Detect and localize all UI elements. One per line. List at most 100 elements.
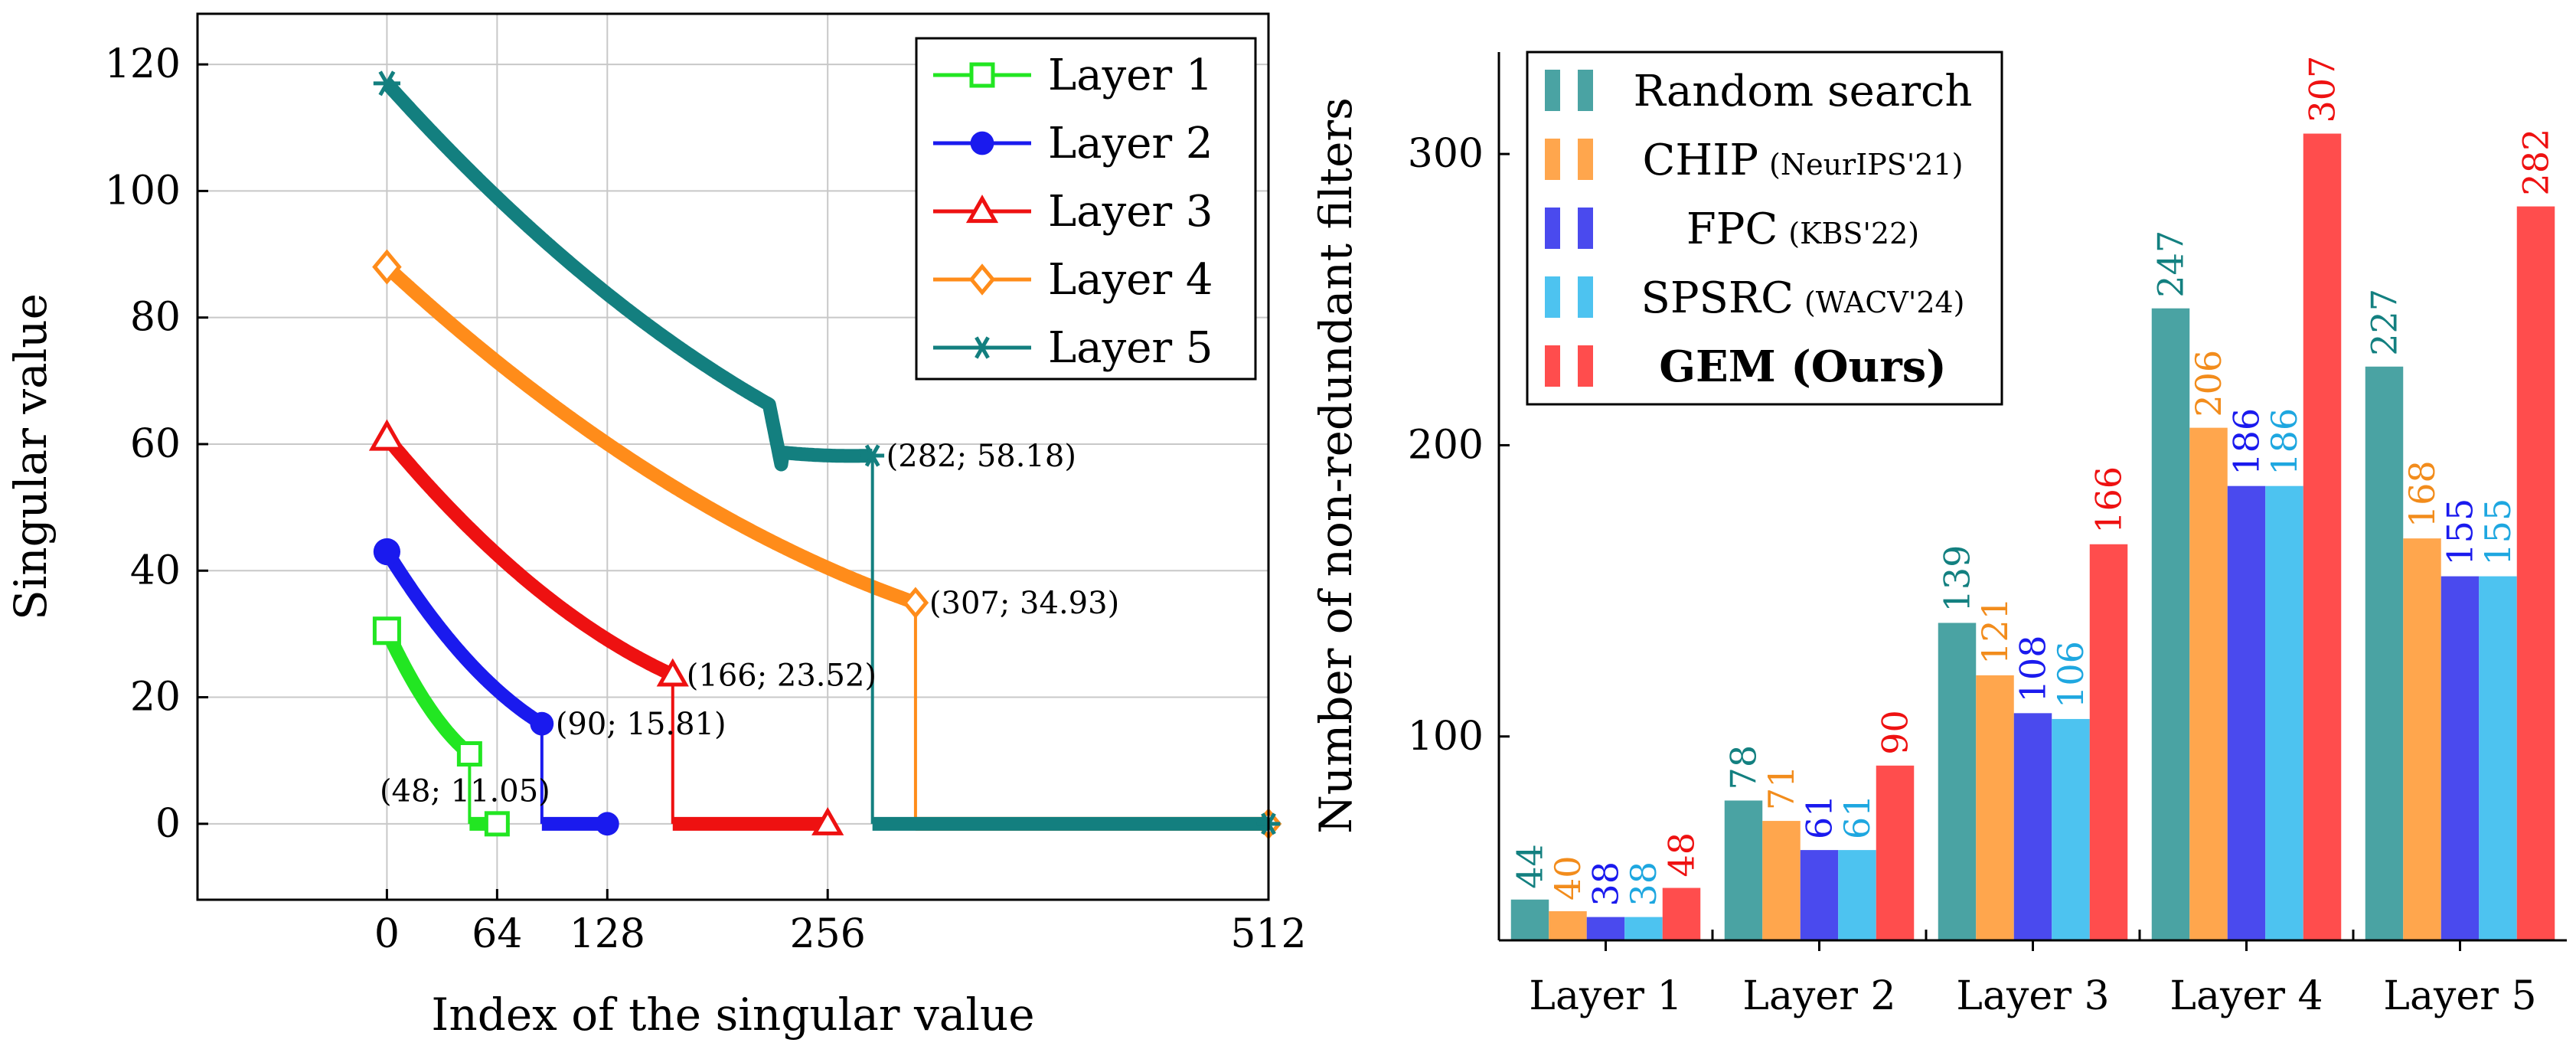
right-bar-value-label: 44 [1510, 844, 1551, 889]
left-series-start-marker [372, 616, 401, 646]
right-bar-value-label: 282 [2516, 129, 2557, 196]
left-legend-label: Layer 5 [1048, 323, 1213, 373]
right-legend-swatch [1578, 139, 1593, 180]
right-bar-value-label: 38 [1623, 861, 1664, 907]
right-bar-value-label: 186 [2226, 408, 2267, 476]
right-legend-swatch [1578, 208, 1593, 249]
right-bar [1976, 675, 2014, 940]
right-bar-value-label: 121 [1974, 597, 2016, 665]
left-y-tick-label: 120 [105, 41, 181, 87]
right-y-tick-label: 300 [1408, 131, 1484, 177]
left-series-line [380, 548, 547, 730]
right-legend-name: GEM (Ours) [1659, 342, 1947, 392]
right-bar-value-label: 166 [2088, 466, 2130, 534]
right-legend-name: FPC [1686, 204, 1778, 254]
left-legend-marker [968, 263, 996, 296]
right-bar-value-label: 38 [1585, 861, 1627, 907]
right-legend-swatch [1578, 345, 1593, 387]
left-series-start-marker [368, 419, 405, 451]
left-x-axis-label: Index of the singular value [431, 989, 1034, 1041]
left-legend: Layer 1 Layer 2 Layer 3 Layer 4 Layer 5 [915, 37, 1257, 381]
left-series-layer-5 [373, 70, 1281, 835]
right-bar-value-label: 71 [1761, 766, 1802, 811]
left-legend-box [915, 37, 1257, 381]
left-series-layer-1 [372, 616, 510, 837]
left-y-axis-label: Singular value [5, 293, 57, 620]
left-y-tick-label: 20 [130, 675, 181, 721]
left-y-tick-label: 80 [130, 295, 181, 341]
left-y-tick-label: 60 [130, 421, 181, 467]
right-legend-box [1526, 51, 2003, 406]
right-x-tick-label: Layer 2 [1742, 973, 1895, 1019]
left-series-annotation: (282; 58.18) [886, 439, 1076, 474]
right-bar [2265, 485, 2303, 940]
right-legend-label: Random search [1634, 67, 1973, 116]
right-legend-venue: (NeurIPS'21) [1769, 148, 1963, 181]
right-legend-swatch [1545, 70, 1560, 111]
right-bar-value-label: 168 [2401, 460, 2443, 528]
right-bar-value-label: 106 [2050, 641, 2091, 708]
right-bar [1938, 623, 1977, 940]
right-y-tick-label: 200 [1408, 422, 1484, 468]
right-legend-label: FPC (KBS'22) [1686, 204, 1919, 254]
left-series-annotation: (48; 11.05) [380, 774, 550, 809]
left-series-layer-2 [373, 538, 619, 836]
right-bar [2441, 576, 2480, 940]
right-bar [1624, 917, 1663, 940]
left-x-tick-label: 64 [472, 911, 522, 957]
left-series-end-marker [860, 444, 885, 467]
singular-value-line-chart: (48; 11.05)(90; 15.81) (166; 23.52) (307; … [5, 12, 1307, 1041]
right-bar [2151, 308, 2190, 940]
left-series-tail-marker [484, 811, 510, 837]
right-bar [2227, 485, 2266, 940]
right-bar-value-label: 108 [2013, 636, 2054, 703]
left-series-tail-marker [811, 806, 844, 835]
left-series-start-marker [373, 70, 401, 96]
right-tick-labels: 100 200 300 Layer 1 Layer 2 Layer 3 Layer 4 Lay… [1408, 131, 2537, 1019]
right-bar-value-label: 90 [1875, 710, 1916, 755]
left-series-line [381, 433, 678, 682]
left-legend-marker [969, 62, 995, 88]
left-legend-marker [970, 131, 994, 155]
right-bar [2089, 544, 2128, 940]
left-legend-label: Layer 1 [1048, 51, 1213, 100]
right-x-tick-label: Layer 3 [1956, 973, 2109, 1019]
left-series-line [381, 78, 878, 472]
right-bar [2365, 366, 2404, 940]
left-series-end-marker [530, 711, 554, 736]
right-x-tick-label: Layer 1 [1529, 973, 1682, 1019]
right-bar [2052, 718, 2090, 940]
right-legend-label: CHIP (NeurIPS'21) [1643, 136, 1964, 185]
right-bar [1586, 917, 1625, 940]
left-series-end-marker [656, 658, 689, 687]
right-bar-value-label: 78 [1723, 745, 1765, 790]
right-legend-label: GEM (Ours) [1659, 342, 1947, 392]
left-series-annotation: (90; 15.81) [556, 707, 726, 742]
left-y-tick-label: 100 [105, 168, 181, 214]
right-bar [1724, 800, 1763, 940]
left-series-start-marker [373, 538, 401, 566]
right-legend-swatch [1545, 345, 1560, 387]
left-legend-label: Layer 4 [1048, 255, 1213, 305]
left-x-tick-label: 0 [374, 911, 400, 957]
right-bar [1876, 765, 1915, 940]
right-bar-value-label: 307 [2302, 56, 2343, 123]
left-series-line [381, 261, 921, 610]
right-legend-swatch [1545, 276, 1560, 318]
left-x-tick-label: 256 [790, 911, 866, 957]
left-y-tick-label: 0 [155, 801, 181, 847]
right-legend-label: SPSRC (WACV'24) [1641, 273, 1965, 323]
right-bar [2516, 206, 2555, 941]
left-series-annotation: (307; 34.93) [929, 586, 1119, 621]
left-plot-frame [196, 12, 1270, 901]
non-redundant-filters-bar-chart: 4440383848787161619013912110810616624720… [1310, 51, 2567, 1019]
right-bar-value-label: 186 [2264, 408, 2305, 476]
left-series-lines [368, 70, 1282, 840]
left-series-end-marker [902, 587, 929, 619]
right-bar-value-label: 61 [1837, 795, 1878, 840]
right-bar-value-label: 155 [2477, 498, 2519, 566]
left-series-end-marker [456, 741, 482, 767]
left-annotations: (48; 11.05)(90; 15.81) (166; 23.52) (307; … [380, 439, 1119, 809]
right-y-axis-label: Number of non-redundant filters [1310, 97, 1362, 834]
